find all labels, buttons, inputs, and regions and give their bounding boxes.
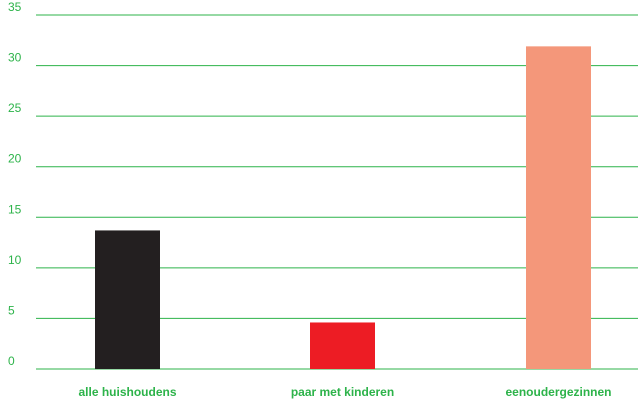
y-tick-label-35: 35 [8,0,22,14]
x-label-paar-met-kinderen: paar met kinderen [291,385,394,399]
y-tick-label-15: 15 [8,202,22,216]
y-tick-label-30: 30 [8,51,22,65]
x-label-eenoudergezinnen: eenoudergezinnen [505,385,611,399]
bar-paar-met-kinderen [310,322,375,369]
y-tick-label-10: 10 [8,253,22,267]
y-tick-label-0: 0 [8,354,15,368]
y-tick-label-20: 20 [8,152,22,166]
y-tick-label-5: 5 [8,303,15,317]
bars [95,46,591,370]
bar-eenoudergezinnen [526,46,591,370]
x-axis-category-labels: alle huishoudens paar met kinderen eenoude… [78,385,611,399]
y-tick-label-25: 25 [8,101,22,115]
x-label-alle-huishoudens: alle huishoudens [78,385,176,399]
y-axis-tick-labels: 0 5 10 15 20 25 30 35 [8,0,22,368]
bar-alle-huishoudens [95,230,160,369]
